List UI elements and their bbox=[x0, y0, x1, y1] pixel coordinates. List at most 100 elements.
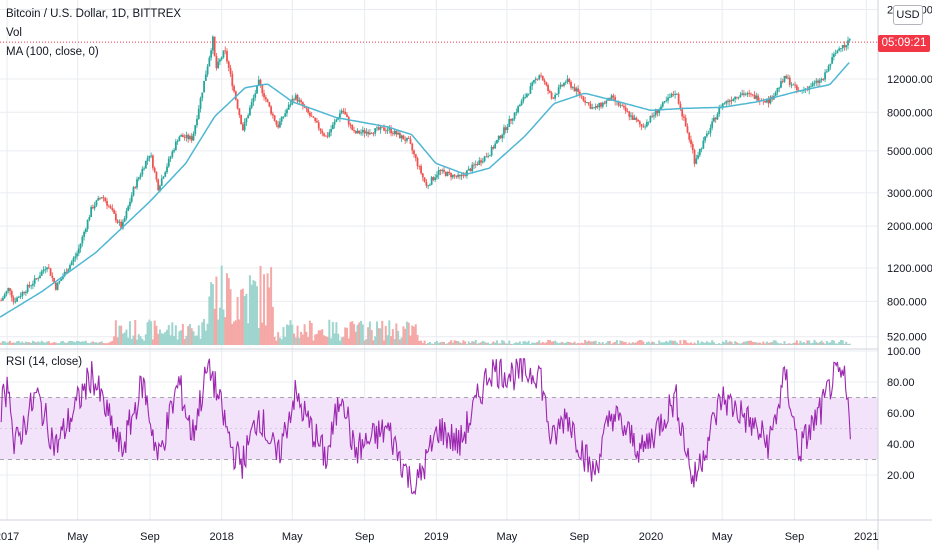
candle-body bbox=[197, 108, 200, 119]
rsi-line bbox=[0, 358, 851, 496]
candle-body bbox=[513, 112, 516, 119]
volume-bar bbox=[185, 335, 188, 345]
volume-bar bbox=[494, 342, 497, 345]
candle-body bbox=[10, 291, 13, 298]
candle-body bbox=[384, 130, 387, 132]
ma-legend[interactable]: MA (100, close, 0) bbox=[6, 46, 99, 58]
volume-bar bbox=[77, 341, 80, 345]
volume-bar bbox=[347, 338, 350, 345]
time-axis[interactable]: 2017 May Sep 2018 May Sep 2019 May Sep 2020 May Sep… bbox=[0, 531, 878, 543]
volume-bar bbox=[487, 342, 490, 345]
volume-bar bbox=[194, 335, 197, 345]
candle-body bbox=[656, 110, 659, 114]
volume-bar bbox=[467, 341, 470, 345]
volume-bar bbox=[386, 335, 389, 345]
volume-bar bbox=[40, 340, 43, 345]
candle-body bbox=[125, 210, 128, 219]
volume-bar bbox=[603, 344, 606, 345]
volume-bar bbox=[58, 343, 61, 345]
candle-body bbox=[829, 63, 832, 66]
candle-body bbox=[526, 94, 528, 98]
volume-bar bbox=[681, 344, 684, 345]
candle-body bbox=[176, 141, 179, 142]
volume-bar bbox=[435, 340, 438, 345]
volume-bar bbox=[476, 343, 479, 345]
volume-bar bbox=[594, 340, 597, 345]
volume-bar bbox=[832, 340, 835, 345]
candle-body bbox=[623, 105, 625, 108]
volume-bar bbox=[432, 343, 435, 345]
volume-bar bbox=[667, 342, 670, 345]
candle-body bbox=[363, 130, 366, 134]
volume-bar bbox=[47, 341, 50, 345]
volume-bar bbox=[229, 289, 232, 345]
volume-bar bbox=[637, 340, 640, 345]
candle-body bbox=[748, 93, 751, 94]
rsi-axis[interactable]: 20.00 40.00 60.00 80.00 100.00 bbox=[887, 346, 921, 482]
candle-body bbox=[425, 181, 428, 186]
volume-bar bbox=[502, 341, 505, 345]
volume-bar bbox=[420, 340, 423, 345]
volume-bar bbox=[245, 293, 248, 345]
volume-bar bbox=[428, 341, 431, 345]
volume-bar bbox=[104, 343, 107, 345]
volume-bar bbox=[518, 341, 521, 345]
candle-body bbox=[811, 83, 814, 87]
candle-body bbox=[734, 96, 736, 100]
volume-bar bbox=[790, 343, 793, 345]
volume-bar bbox=[444, 343, 447, 345]
volume-bar bbox=[158, 329, 161, 345]
candle-body bbox=[820, 78, 823, 81]
currency-button[interactable]: USD bbox=[893, 5, 923, 25]
candle-body bbox=[301, 102, 304, 107]
candle-body bbox=[86, 219, 89, 230]
candle-body bbox=[194, 125, 197, 134]
volume-bar bbox=[656, 344, 659, 345]
candle-body bbox=[679, 103, 682, 110]
volume-bar bbox=[584, 339, 587, 345]
volume-bar bbox=[340, 337, 343, 345]
candle-body bbox=[645, 121, 648, 127]
time-tick-label: 2017 bbox=[0, 531, 19, 543]
candle-body bbox=[743, 93, 745, 95]
candle-body bbox=[476, 164, 479, 165]
candle-body bbox=[254, 93, 257, 98]
rsi-legend[interactable]: RSI (14, close) bbox=[6, 356, 83, 368]
volume-bar bbox=[26, 342, 29, 345]
candle-body bbox=[536, 78, 539, 80]
volume-bar bbox=[802, 342, 805, 345]
candle-body bbox=[390, 128, 392, 134]
candle-body bbox=[630, 115, 632, 117]
candle-body bbox=[601, 102, 604, 107]
candle-body bbox=[848, 39, 851, 41]
candle-body bbox=[575, 88, 578, 92]
volume-bar bbox=[10, 342, 13, 345]
volume-bar bbox=[113, 336, 116, 345]
volume-bar bbox=[289, 320, 292, 345]
candle-body bbox=[187, 134, 190, 140]
symbol-title[interactable]: Bitcoin / U.S. Dollar, 1D, BITTREX bbox=[6, 8, 182, 20]
candle-body bbox=[552, 98, 555, 100]
candle-body bbox=[347, 116, 350, 125]
volume-bar bbox=[490, 343, 493, 345]
volume-bar bbox=[792, 342, 795, 345]
price-tick-label: 800.000 bbox=[887, 296, 927, 308]
candle-body bbox=[273, 115, 276, 122]
candle-body bbox=[14, 301, 17, 303]
candle-body bbox=[95, 200, 98, 206]
volume-bar bbox=[617, 343, 620, 345]
candle-body bbox=[398, 132, 401, 139]
volume-bar bbox=[838, 341, 841, 345]
volume-bar bbox=[748, 340, 751, 345]
volume-bar bbox=[155, 325, 158, 345]
volume-legend[interactable]: Vol bbox=[6, 27, 22, 39]
last-price-label: 05:09:21 bbox=[878, 35, 930, 52]
volume-bar bbox=[638, 340, 641, 345]
candle-body bbox=[677, 94, 680, 104]
volume-bar bbox=[735, 342, 738, 345]
candle-body bbox=[825, 71, 828, 73]
volume-bar bbox=[441, 341, 444, 345]
candle-body bbox=[263, 93, 265, 98]
